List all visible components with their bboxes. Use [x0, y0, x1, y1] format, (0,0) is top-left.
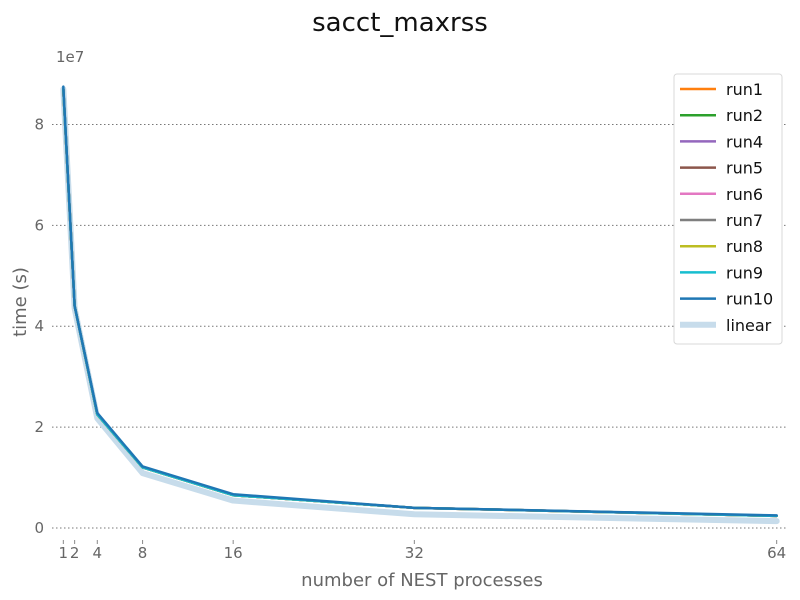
x-axis-label: number of NEST processes: [301, 570, 543, 591]
y-axis-label: time (s): [10, 267, 31, 337]
x-tick-label: 16: [224, 544, 243, 562]
legend-run6-label: run6: [726, 185, 763, 204]
x-tick-label: 2: [70, 544, 80, 562]
linear-series-layer: [60, 86, 780, 525]
run10-series-line: [62, 85, 778, 517]
x-tick-label: 64: [767, 544, 786, 562]
chart-title: sacct_maxrss: [312, 8, 488, 38]
run1-series-line: [62, 87, 778, 518]
run9-series-line: [62, 87, 778, 518]
y-tick-label: 8: [34, 115, 44, 133]
legend-run10-label: run10: [726, 290, 773, 309]
run-series-layer: [62, 85, 778, 518]
y-tick-label: 4: [34, 317, 44, 335]
y-tick-label: 2: [34, 418, 44, 436]
legend-run2-label: run2: [726, 106, 763, 125]
run6-series-line: [62, 87, 778, 518]
legend-run4-label: run4: [726, 132, 763, 151]
y-offset-label: 1e7: [56, 48, 84, 66]
run7-series-line: [62, 87, 778, 518]
x-tick-label: 8: [138, 544, 148, 562]
legend-run7-label: run7: [726, 211, 763, 230]
legend-run5-label: run5: [726, 159, 763, 178]
linear-series-line: [60, 86, 780, 525]
y-tick-label: 0: [34, 519, 44, 537]
grid-layer: [52, 123, 788, 529]
legend-linear-label: linear: [726, 316, 772, 335]
y-tick-label: 6: [34, 216, 44, 234]
legend-run8-label: run8: [726, 237, 763, 256]
x-tick-label: 1: [59, 544, 69, 562]
run8-series-line: [62, 87, 778, 518]
x-tick-label: 32: [405, 544, 424, 562]
legend-layer: run1 run2 run4 run5 run6 run7 run8 run9 run10 lin…: [673, 73, 783, 345]
run4-series-line: [62, 87, 778, 518]
legend-run9-label: run9: [726, 263, 763, 282]
run5-series-line: [62, 87, 778, 518]
legend-run1-label: run1: [726, 80, 763, 99]
x-tick-label: 4: [93, 544, 103, 562]
run2-series-line: [62, 87, 778, 518]
